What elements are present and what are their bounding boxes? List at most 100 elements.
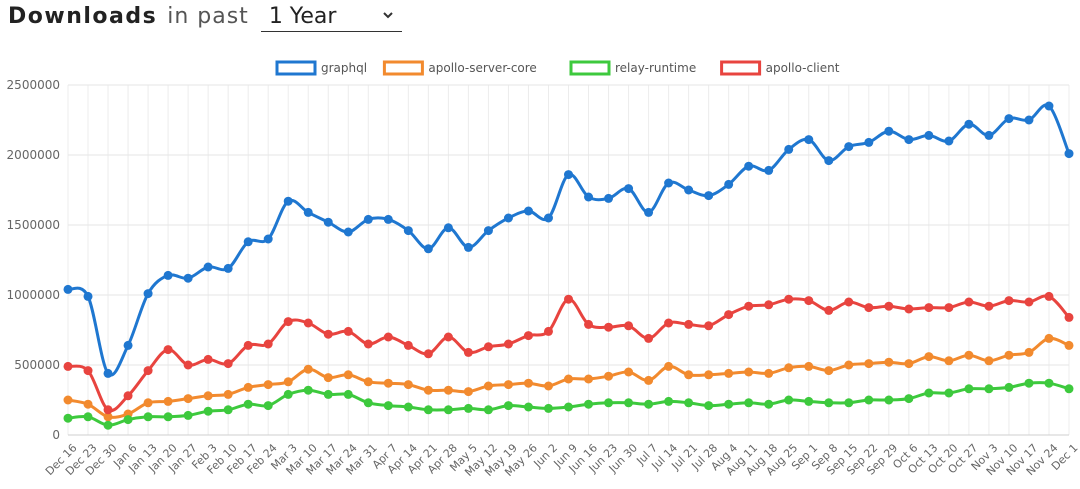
data-point-graphql xyxy=(1064,149,1074,159)
data-point-graphql xyxy=(644,207,654,217)
data-point-apollo-server-core xyxy=(1064,340,1074,350)
data-point-graphql xyxy=(303,207,313,217)
data-point-graphql xyxy=(63,284,73,294)
data-point-apollo-server-core xyxy=(63,395,73,405)
data-point-apollo-server-core xyxy=(784,363,794,373)
legend-swatch xyxy=(382,60,424,76)
data-point-apollo-client xyxy=(764,300,774,310)
data-point-apollo-server-core xyxy=(423,385,433,395)
data-point-relay-runtime xyxy=(83,412,93,422)
data-point-apollo-server-core xyxy=(884,357,894,367)
data-point-graphql xyxy=(884,126,894,136)
legend-swatch xyxy=(569,60,611,76)
data-point-apollo-client xyxy=(744,301,754,311)
data-point-relay-runtime xyxy=(463,403,473,413)
data-point-apollo-server-core xyxy=(403,380,413,390)
data-point-relay-runtime xyxy=(423,405,433,415)
data-point-relay-runtime xyxy=(183,410,193,420)
data-point-apollo-server-core xyxy=(564,374,573,384)
data-point-apollo-client xyxy=(83,366,93,376)
data-point-apollo-server-core xyxy=(624,367,634,377)
data-point-apollo-client xyxy=(804,296,814,306)
data-point-apollo-server-core xyxy=(664,361,674,371)
data-point-apollo-client xyxy=(1004,296,1014,306)
period-select[interactable]: 1 Year xyxy=(260,0,402,32)
data-point-apollo-client xyxy=(784,294,794,304)
data-point-relay-runtime xyxy=(223,405,233,415)
data-point-relay-runtime xyxy=(243,399,253,409)
data-point-apollo-client xyxy=(423,349,433,359)
data-point-relay-runtime xyxy=(804,396,814,406)
data-point-graphql xyxy=(784,144,794,154)
data-point-graphql xyxy=(463,242,473,252)
data-point-apollo-client xyxy=(924,303,934,313)
downloads-header: Downloads in past 1 Year xyxy=(8,0,402,36)
data-point-relay-runtime xyxy=(503,401,513,411)
data-point-relay-runtime xyxy=(283,389,293,399)
data-point-apollo-server-core xyxy=(764,368,774,378)
data-point-apollo-client xyxy=(63,361,73,371)
data-point-apollo-server-core xyxy=(443,385,453,395)
data-point-apollo-server-core xyxy=(243,382,253,392)
data-point-relay-runtime xyxy=(483,405,493,415)
data-point-relay-runtime xyxy=(1024,378,1034,388)
data-point-apollo-client xyxy=(483,342,493,352)
data-point-apollo-client xyxy=(584,319,594,329)
data-point-graphql xyxy=(564,170,573,180)
data-point-relay-runtime xyxy=(824,398,834,408)
data-point-apollo-server-core xyxy=(964,350,974,360)
data-point-apollo-client xyxy=(664,318,674,328)
data-point-apollo-server-core xyxy=(704,370,714,380)
data-point-apollo-client xyxy=(183,360,193,370)
data-point-relay-runtime xyxy=(744,398,754,408)
data-point-apollo-server-core xyxy=(163,396,173,406)
data-point-apollo-server-core xyxy=(483,381,493,391)
data-point-relay-runtime xyxy=(584,399,594,409)
data-point-apollo-server-core xyxy=(363,377,373,387)
data-point-relay-runtime xyxy=(684,398,694,408)
data-point-apollo-client xyxy=(1044,291,1054,301)
data-point-apollo-client xyxy=(403,340,413,350)
data-point-apollo-client xyxy=(103,405,113,415)
data-point-apollo-client xyxy=(624,321,634,331)
y-tick-label: 0 xyxy=(52,428,60,442)
data-point-apollo-server-core xyxy=(223,389,233,399)
data-point-graphql xyxy=(1004,114,1014,124)
data-point-relay-runtime xyxy=(443,405,453,415)
y-tick-label: 2000000 xyxy=(7,148,60,162)
data-point-apollo-client xyxy=(1064,312,1074,322)
data-point-relay-runtime xyxy=(724,399,734,409)
data-point-relay-runtime xyxy=(1064,384,1074,394)
data-point-relay-runtime xyxy=(103,420,113,430)
data-point-apollo-server-core xyxy=(543,381,553,391)
legend-swatch xyxy=(720,60,762,76)
data-point-apollo-client xyxy=(944,303,954,313)
data-point-apollo-server-core xyxy=(644,375,654,385)
data-point-apollo-client xyxy=(964,297,974,307)
data-point-apollo-server-core xyxy=(984,356,994,366)
series-apollo-client xyxy=(63,291,1074,415)
data-point-graphql xyxy=(664,178,674,188)
data-point-relay-runtime xyxy=(704,401,714,411)
data-point-graphql xyxy=(483,226,493,236)
data-point-apollo-server-core xyxy=(604,371,614,381)
grid xyxy=(67,84,1070,436)
data-point-relay-runtime xyxy=(844,398,854,408)
data-point-relay-runtime xyxy=(644,399,654,409)
legend-item-apollo-server-core: apollo-server-core xyxy=(382,60,537,76)
data-point-relay-runtime xyxy=(564,402,573,412)
data-point-apollo-client xyxy=(523,331,533,341)
data-point-apollo-server-core xyxy=(584,374,594,384)
data-point-apollo-server-core xyxy=(143,398,153,408)
y-tick-label: 1000000 xyxy=(7,288,60,302)
data-point-apollo-server-core xyxy=(744,367,754,377)
data-point-graphql xyxy=(203,262,213,272)
data-point-apollo-server-core xyxy=(1024,347,1034,357)
data-point-apollo-client xyxy=(283,317,293,327)
data-point-graphql xyxy=(403,226,413,236)
data-point-graphql xyxy=(283,196,293,206)
data-point-graphql xyxy=(183,273,193,283)
data-point-apollo-client xyxy=(644,333,654,343)
data-point-relay-runtime xyxy=(864,395,874,405)
